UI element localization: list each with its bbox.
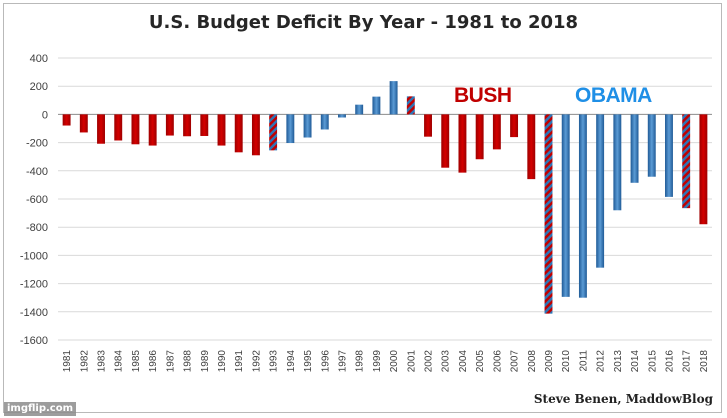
bar-2004 bbox=[458, 114, 467, 173]
bar-2010 bbox=[561, 114, 570, 297]
x-tick-label: 2017 bbox=[682, 350, 693, 373]
x-tick-label: 2010 bbox=[561, 350, 572, 373]
obama-annotation: OBAMA bbox=[575, 84, 652, 107]
x-tick-label: 1988 bbox=[183, 350, 194, 373]
bar-1986 bbox=[148, 114, 157, 146]
x-tick-label: 1998 bbox=[355, 350, 366, 373]
x-tick-label: 2011 bbox=[578, 350, 589, 372]
x-tick-label: 1994 bbox=[286, 350, 297, 373]
bar-2013 bbox=[613, 114, 622, 211]
bar-2012 bbox=[596, 114, 605, 268]
imgflip-watermark: imgflip.com bbox=[4, 402, 77, 416]
bar-1991 bbox=[234, 114, 243, 153]
bar-2000 bbox=[389, 81, 398, 115]
x-tick-label: 1983 bbox=[97, 350, 108, 373]
x-tick-label: 1996 bbox=[320, 350, 331, 373]
x-tick-label: 2004 bbox=[458, 350, 469, 373]
x-tick-label: 2005 bbox=[475, 350, 486, 373]
x-tick-label: 1985 bbox=[131, 350, 142, 373]
y-tick-label: -1000 bbox=[20, 250, 48, 262]
y-tick-label: -200 bbox=[26, 138, 48, 150]
x-tick-label: 1999 bbox=[372, 350, 383, 373]
x-tick-label: 2001 bbox=[406, 350, 417, 373]
bar-2006 bbox=[492, 114, 501, 150]
x-tick-label: 2008 bbox=[527, 350, 538, 373]
x-tick-label: 2015 bbox=[647, 350, 658, 373]
x-tick-label: 1993 bbox=[269, 350, 280, 373]
bar-2005 bbox=[475, 114, 484, 160]
x-tick-label: 2002 bbox=[424, 350, 435, 373]
y-tick-label: 400 bbox=[30, 53, 48, 65]
x-tick-label: 2012 bbox=[596, 350, 607, 373]
y-tick-label: 0 bbox=[42, 109, 48, 121]
bar-1987 bbox=[165, 114, 174, 136]
bar-2008 bbox=[527, 114, 536, 180]
x-tick-label: 1986 bbox=[148, 350, 159, 373]
bar-1995 bbox=[303, 114, 312, 138]
x-tick-label: 2014 bbox=[630, 350, 641, 373]
bar-2011 bbox=[578, 114, 587, 298]
x-tick-label: 1992 bbox=[251, 350, 262, 373]
x-tick-label: 1984 bbox=[114, 350, 125, 373]
bar-1985 bbox=[131, 114, 140, 145]
bar-1981 bbox=[62, 114, 71, 126]
x-tick-label: 1997 bbox=[337, 350, 348, 373]
y-tick-label: -1400 bbox=[20, 307, 48, 319]
x-tick-label: 1995 bbox=[303, 350, 314, 373]
bar-2016 bbox=[665, 114, 673, 197]
x-tick-label: 2018 bbox=[699, 350, 710, 373]
bar-2007 bbox=[510, 114, 519, 138]
bar-2014 bbox=[630, 114, 639, 183]
x-tick-label: 2016 bbox=[664, 350, 675, 373]
bar-2017 bbox=[682, 114, 691, 209]
bar-2001 bbox=[406, 96, 415, 115]
bar-2018 bbox=[699, 114, 708, 225]
x-tick-label: 2007 bbox=[510, 350, 521, 373]
bar-1983 bbox=[97, 114, 105, 144]
bar-1988 bbox=[183, 114, 192, 137]
x-tick-label: 1981 bbox=[62, 350, 73, 373]
x-tick-label: 2013 bbox=[613, 350, 624, 373]
y-tick-label: 200 bbox=[30, 81, 48, 93]
bush-annotation: BUSH bbox=[454, 84, 512, 107]
credit-text: Steve Benen, MaddowBlog bbox=[533, 392, 713, 406]
bar-1993 bbox=[269, 114, 278, 151]
x-tick-label: 1982 bbox=[79, 350, 90, 373]
bar-1992 bbox=[251, 114, 260, 156]
bar-1996 bbox=[320, 114, 329, 130]
bar-2003 bbox=[441, 114, 450, 168]
bar-1989 bbox=[200, 114, 209, 136]
chart-title: U.S. Budget Deficit By Year - 1981 to 20… bbox=[148, 12, 579, 33]
bar-1997 bbox=[338, 114, 346, 118]
x-tick-label: 2009 bbox=[544, 350, 555, 373]
x-tick-label: 1989 bbox=[200, 350, 211, 373]
x-tick-label: 1990 bbox=[217, 350, 228, 373]
bar-1984 bbox=[114, 114, 123, 141]
y-tick-label: -1600 bbox=[20, 335, 48, 347]
bar-2002 bbox=[424, 114, 432, 137]
x-tick-label: 1987 bbox=[165, 350, 176, 373]
x-tick-label: 2003 bbox=[441, 350, 452, 373]
x-tick-label: 2006 bbox=[492, 350, 503, 373]
y-tick-label: -800 bbox=[26, 222, 48, 234]
bar-2015 bbox=[647, 114, 656, 177]
bar-1990 bbox=[217, 114, 226, 146]
bar-1999 bbox=[372, 96, 381, 115]
bar-1994 bbox=[286, 114, 295, 144]
x-tick-label: 1991 bbox=[234, 350, 245, 373]
y-tick-label: -1200 bbox=[20, 279, 48, 291]
bar-1982 bbox=[79, 114, 88, 133]
bar-1998 bbox=[355, 104, 364, 115]
x-tick-label: 2000 bbox=[389, 350, 400, 373]
y-tick-label: -600 bbox=[26, 194, 48, 206]
bar-2009 bbox=[544, 114, 553, 314]
y-tick-label: -400 bbox=[26, 166, 48, 178]
